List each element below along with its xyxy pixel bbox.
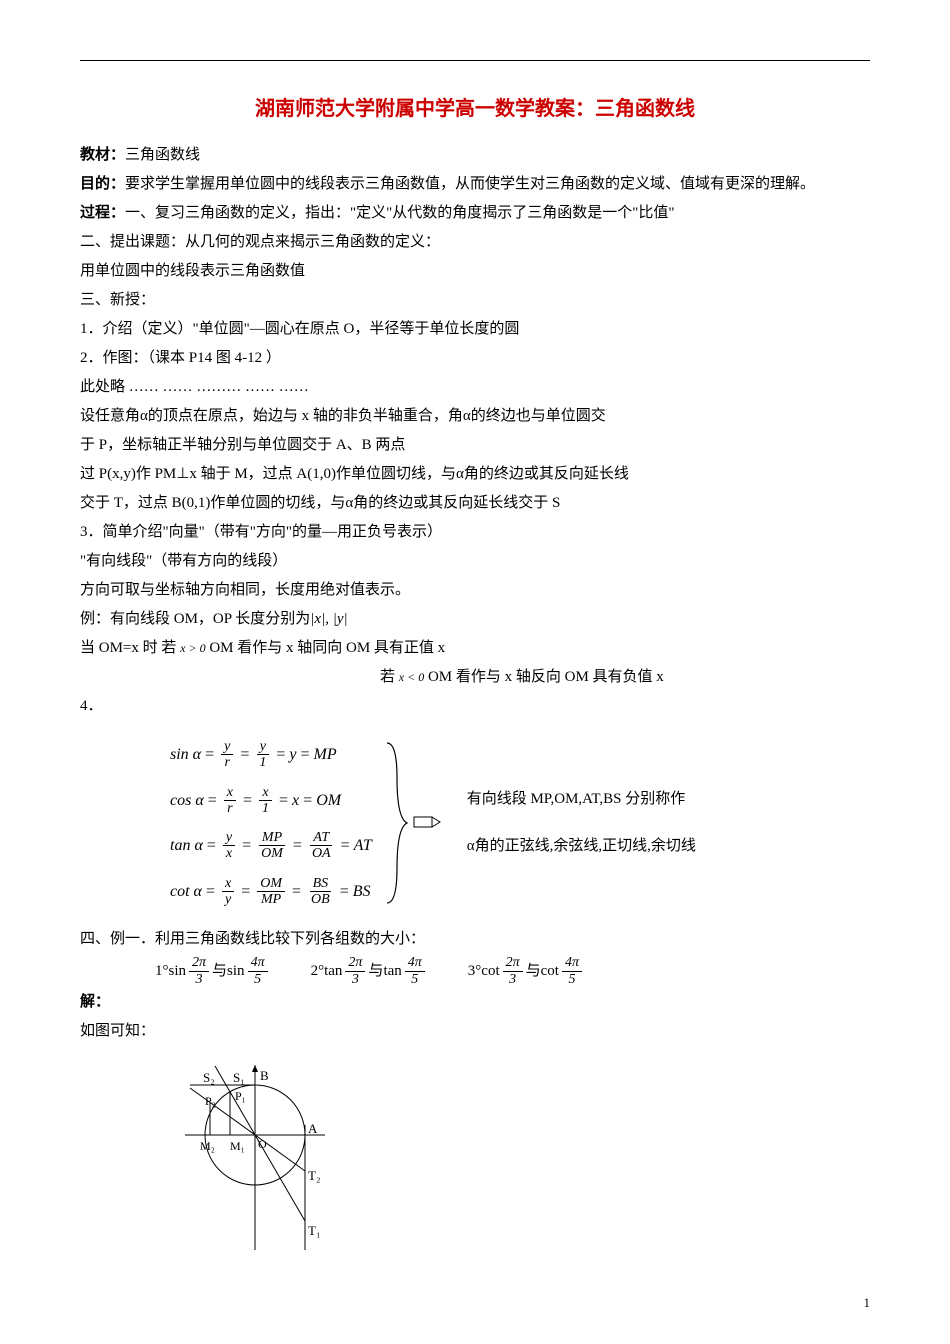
process-p3-2d: 过 P(x,y)作 PM⊥x 轴于 M，过点 A(1,0)作单位圆切线，与α角的… (80, 461, 870, 488)
process-p3-4-label: 4． (80, 693, 870, 720)
process-p2: 二、提出课题：从几何的观点来揭示三角函数的定义： (80, 229, 870, 256)
goal-text: 要求学生掌握用单位圆中的线段表示三角函数值，从而使学生对三角函数的定义域、值域有… (125, 176, 815, 192)
page-title: 湖南师范大学附属中学高一数学教案：三角函数线 (80, 91, 870, 127)
example-1: 1° sin 2π3 与 sin 4π5 (155, 955, 271, 987)
process-p3-2c: 于 P，坐标轴正半轴分别与单位圆交于 A、B 两点 (80, 432, 870, 459)
process-p4: 四、例一．利用三角函数线比较下列各组数的大小： (80, 926, 870, 953)
eq-tan: tan α = yx = MPOM = ATOA = AT (170, 825, 372, 867)
label-M2: M₂ (200, 1139, 215, 1153)
process-p3-3d: 当 OM=x 时 若 x > 0 OM 看作与 x 轴同向 OM 具有正值 x (80, 635, 870, 662)
process-p3-3: 3．简单介绍"向量"（带有"方向"的量—用正负号表示） (80, 519, 870, 546)
goal-label: 目的： (80, 176, 125, 192)
process-p3-3c: 例：有向线段 OM，OP 长度分别为|x|, |y| (80, 606, 870, 633)
process-line: 过程：一、复习三角函数的定义，指出："定义"从代数的角度揭示了三角函数是一个"比… (80, 200, 870, 227)
example-row: 1° sin 2π3 与 sin 4π5 2° tan 2π3 与 tan 4π… (155, 955, 870, 987)
process-p3-2: 2．作图：（课本 P14 图 4-12 ） (80, 345, 870, 372)
unit-circle-diagram: B A O S₁ S₂ P₁ P₂ M₁ M₂ T₂ T₁ (155, 1055, 870, 1265)
brace-arrow (382, 738, 442, 908)
process-p3: 三、新授： (80, 287, 870, 314)
material-text: 三角函数线 (125, 147, 200, 163)
label-T2: T₂ (308, 1168, 320, 1183)
process-p3-2b: 设任意角α的顶点在原点，始边与 x 轴的非负半轴重合，角α的终边也与单位圆交 (80, 403, 870, 430)
label-O: O (258, 1137, 267, 1151)
label-T1: T₁ (308, 1223, 320, 1238)
example-2: 2° tan 2π3 与 tan 4π5 (311, 955, 428, 987)
equation-block: sin α = yr = y1 = y = MP cos α = xr = x1… (170, 730, 870, 916)
process-p3-3a: "有向线段"（带有方向的线段） (80, 548, 870, 575)
label-M1: M₁ (230, 1139, 245, 1153)
process-p3-1: 1．介绍（定义）"单位圆"—圆心在原点 O，半径等于单位长度的圆 (80, 316, 870, 343)
label-B: B (260, 1068, 269, 1083)
process-p1: 一、复习三角函数的定义，指出："定义"从代数的角度揭示了三角函数是一个"比值" (125, 205, 675, 221)
process-p3-2e: 交于 T，过点 B(0,1)作单位圆的切线，与α角的终边或其反向延长线交于 S (80, 490, 870, 517)
process-p2a: 用单位圆中的线段表示三角函数值 (80, 258, 870, 285)
label-P1: P₁ (235, 1089, 246, 1103)
label-S2: S₂ (203, 1070, 215, 1085)
equation-group: sin α = yr = y1 = y = MP cos α = xr = x1… (170, 730, 372, 916)
eq-sin: sin α = yr = y1 = y = MP (170, 734, 372, 776)
material-line: 教材：三角函数线 (80, 142, 870, 169)
process-p3-2a: 此处略 …… …… ……… …… …… (80, 374, 870, 401)
label-S1: S₁ (233, 1070, 245, 1085)
label-A: A (308, 1121, 318, 1136)
solve-text: 如图可知： (80, 1018, 870, 1045)
goal-line: 目的：要求学生掌握用单位圆中的线段表示三角函数值，从而使学生对三角函数的定义域、… (80, 171, 870, 198)
brace-icon (382, 738, 442, 908)
equation-right-text: 有向线段 MP,OM,AT,BS 分别称作 α角的正弦线,余弦线,正切线,余切线 (467, 786, 696, 860)
top-rule (80, 60, 870, 61)
process-p3-3e: 若 x < 0 OM 看作与 x 轴反向 OM 具有负值 x (380, 664, 870, 691)
eq-cos: cos α = xr = x1 = x = OM (170, 780, 372, 822)
material-label: 教材： (80, 147, 125, 163)
solve-label: 解： (80, 989, 870, 1016)
example-3: 3° cot 2π3 与 cot 4π5 (468, 955, 585, 987)
process-p3-3b: 方向可取与坐标轴方向相同，长度用绝对值表示。 (80, 577, 870, 604)
eq-cot: cot α = xy = OMMP = BSOB = BS (170, 871, 372, 913)
process-label: 过程： (80, 205, 125, 221)
label-P2: P₂ (205, 1094, 216, 1108)
diagram-svg: B A O S₁ S₂ P₁ P₂ M₁ M₂ T₂ T₁ (155, 1055, 355, 1255)
page-number: 1 (864, 1291, 871, 1314)
